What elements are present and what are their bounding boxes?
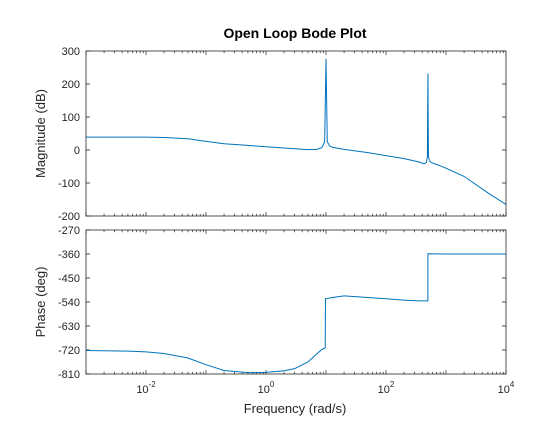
xtick-base: 10 <box>136 384 148 396</box>
phase-ylabel: Phase (deg) <box>33 267 48 338</box>
frequency-xlabel: Frequency (rad/s) <box>244 401 347 416</box>
phase-ytick-label: -720 <box>58 345 80 357</box>
chart-title: Open Loop Bode Plot <box>223 25 366 41</box>
xtick-exponent: 2 <box>390 380 395 389</box>
magnitude-plot-area <box>86 51 506 216</box>
phase-y-ticks: -270 -360 -450 -540 -630 -720 -810 <box>58 225 506 381</box>
xtick-base: 10 <box>498 384 510 396</box>
phase-axes: -270-360-450-540-630-720-810 10-2 100 102 1… <box>33 225 515 416</box>
xtick-exponent: -2 <box>149 380 157 389</box>
magnitude-axes-box <box>85 50 507 217</box>
magnitude-ytick-label: 100 <box>62 112 80 124</box>
phase-ytick-label: -630 <box>58 321 80 333</box>
magnitude-ytick-label: 300 <box>62 46 80 58</box>
magnitude-ytick-label: 200 <box>62 79 80 91</box>
xtick-base: 10 <box>258 384 270 396</box>
magnitude-series-line <box>86 58 506 205</box>
magnitude-axes: 300 200 100 0 -100 -200 Magnitude (dB) <box>33 46 507 223</box>
phase-ytick-label: -270 <box>58 225 80 237</box>
magnitude-ytick-label: -100 <box>58 178 80 190</box>
magnitude-ytick-label: -200 <box>58 211 80 223</box>
phase-xtick-label: 102 <box>378 380 395 396</box>
phase-ytick-label: -540 <box>58 297 80 309</box>
phase-xtick-label: 104 <box>498 380 515 396</box>
xtick-exponent: 4 <box>510 380 515 389</box>
phase-series-line <box>86 253 506 374</box>
phase-axes-box <box>85 229 507 375</box>
phase-ytick-label: -810 <box>58 369 80 381</box>
xtick-base: 10 <box>378 384 390 396</box>
magnitude-ytick-label: 0 <box>74 145 80 157</box>
magnitude-ylabel: Magnitude (dB) <box>33 89 48 178</box>
xtick-exponent: 0 <box>270 380 275 389</box>
phase-xtick-label: 10-2 <box>136 380 156 396</box>
phase-x-ticks: 10-2 100 102 104 <box>136 380 515 396</box>
magnitude-y-ticks: 300 200 100 0 -100 -200 <box>58 46 506 223</box>
phase-ytick-label: -450 <box>58 273 80 285</box>
phase-xtick-label: 100 <box>258 380 275 396</box>
phase-ytick-label: -360 <box>58 249 80 261</box>
